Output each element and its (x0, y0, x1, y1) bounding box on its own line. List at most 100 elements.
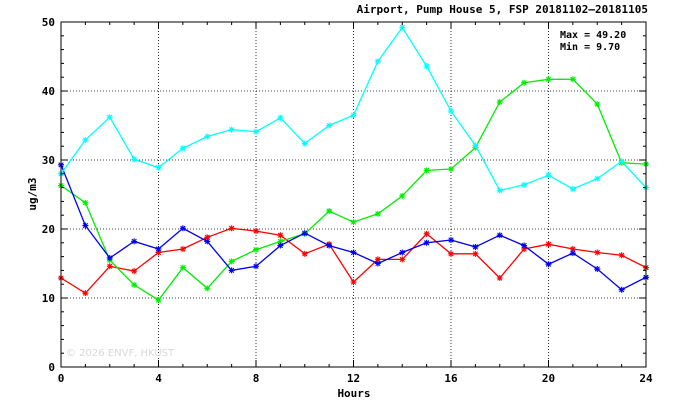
data-point (350, 112, 357, 119)
data-point (521, 246, 528, 253)
data-point (545, 76, 552, 83)
x-axis-label: Hours (337, 387, 370, 400)
data-point (423, 230, 430, 237)
x-tick-label: 24 (639, 372, 653, 385)
data-point (179, 225, 186, 232)
data-point (545, 261, 552, 268)
data-point (131, 268, 138, 275)
data-point (472, 243, 479, 250)
data-point (131, 281, 138, 288)
y-axis-label: ug/m3 (26, 177, 39, 210)
y-tick-label: 50 (42, 16, 55, 29)
data-point (350, 219, 357, 226)
data-point (472, 250, 479, 257)
data-point (155, 164, 162, 171)
data-point (448, 237, 454, 244)
chart-title: Airport, Pump House 5, FSP 20181102–2018… (357, 3, 648, 16)
data-point (326, 122, 333, 129)
data-point (301, 250, 308, 257)
data-point (106, 263, 113, 270)
data-point (374, 58, 381, 65)
data-point (496, 232, 503, 239)
data-point (228, 267, 235, 274)
data-point (496, 187, 503, 194)
grid-lines (61, 22, 646, 367)
y-tick-label: 30 (42, 154, 55, 167)
axis-ticks: 0 4 8 12 16 20 24 0 10 20 30 40 50 (42, 16, 653, 385)
data-point (106, 114, 113, 121)
min-annotation: Min = 9.70 (560, 41, 620, 53)
data-point (155, 297, 162, 304)
data-point (423, 167, 430, 174)
data-point (228, 126, 235, 133)
data-point (301, 140, 308, 147)
data-point (594, 175, 601, 182)
data-point (253, 228, 259, 235)
data-point (82, 290, 89, 297)
data-point (204, 133, 211, 140)
x-tick-label: 4 (155, 372, 162, 385)
data-point (472, 142, 479, 149)
data-point (228, 225, 235, 232)
data-point (399, 24, 406, 31)
data-point (569, 250, 576, 257)
data-point (277, 114, 284, 121)
data-point (350, 249, 357, 256)
data-point (106, 254, 113, 261)
data-point (569, 185, 576, 192)
data-point (423, 239, 430, 246)
data-point (204, 285, 211, 292)
data-point (618, 286, 625, 293)
y-tick-label: 0 (48, 361, 55, 374)
data-point (374, 256, 381, 263)
data-point (399, 249, 406, 256)
data-point (253, 128, 259, 135)
data-point (545, 172, 552, 179)
watermark-text: © 2026 ENVF, HKUST (66, 348, 175, 359)
data-point (521, 79, 528, 86)
y-tick-label: 40 (42, 85, 55, 98)
data-point (82, 136, 89, 143)
x-tick-label: 16 (444, 372, 458, 385)
data-point (277, 232, 284, 239)
data-point (496, 99, 503, 106)
data-point (594, 249, 601, 256)
data-point (448, 165, 454, 172)
data-point (448, 108, 454, 115)
x-tick-label: 0 (58, 372, 65, 385)
data-point (594, 266, 601, 273)
data-point (277, 238, 284, 245)
data-point (521, 242, 528, 249)
data-point (204, 234, 211, 241)
data-point (618, 252, 625, 259)
y-tick-label: 20 (42, 223, 55, 236)
data-point (204, 238, 211, 245)
data-point (350, 279, 357, 286)
data-point (569, 246, 576, 253)
data-point (253, 263, 259, 270)
data-point (179, 246, 186, 253)
data-point (374, 260, 381, 267)
data-point (253, 246, 259, 253)
data-point (326, 242, 333, 249)
data-point (326, 208, 333, 215)
data-point (228, 258, 235, 265)
data-point (496, 274, 503, 281)
data-point (521, 181, 528, 188)
data-point (131, 238, 138, 245)
x-tick-label: 12 (347, 372, 360, 385)
data-point (277, 242, 284, 249)
data-point (399, 256, 406, 263)
data-point (423, 63, 430, 70)
y-tick-label: 10 (42, 292, 55, 305)
data-point (82, 199, 89, 206)
data-point (545, 241, 552, 248)
data-point (374, 210, 381, 217)
data-point (155, 249, 162, 256)
data-point (618, 158, 625, 165)
series-line-4 (60, 26, 647, 192)
data-point (399, 192, 406, 199)
data-point (594, 101, 601, 108)
x-tick-label: 8 (253, 372, 260, 385)
